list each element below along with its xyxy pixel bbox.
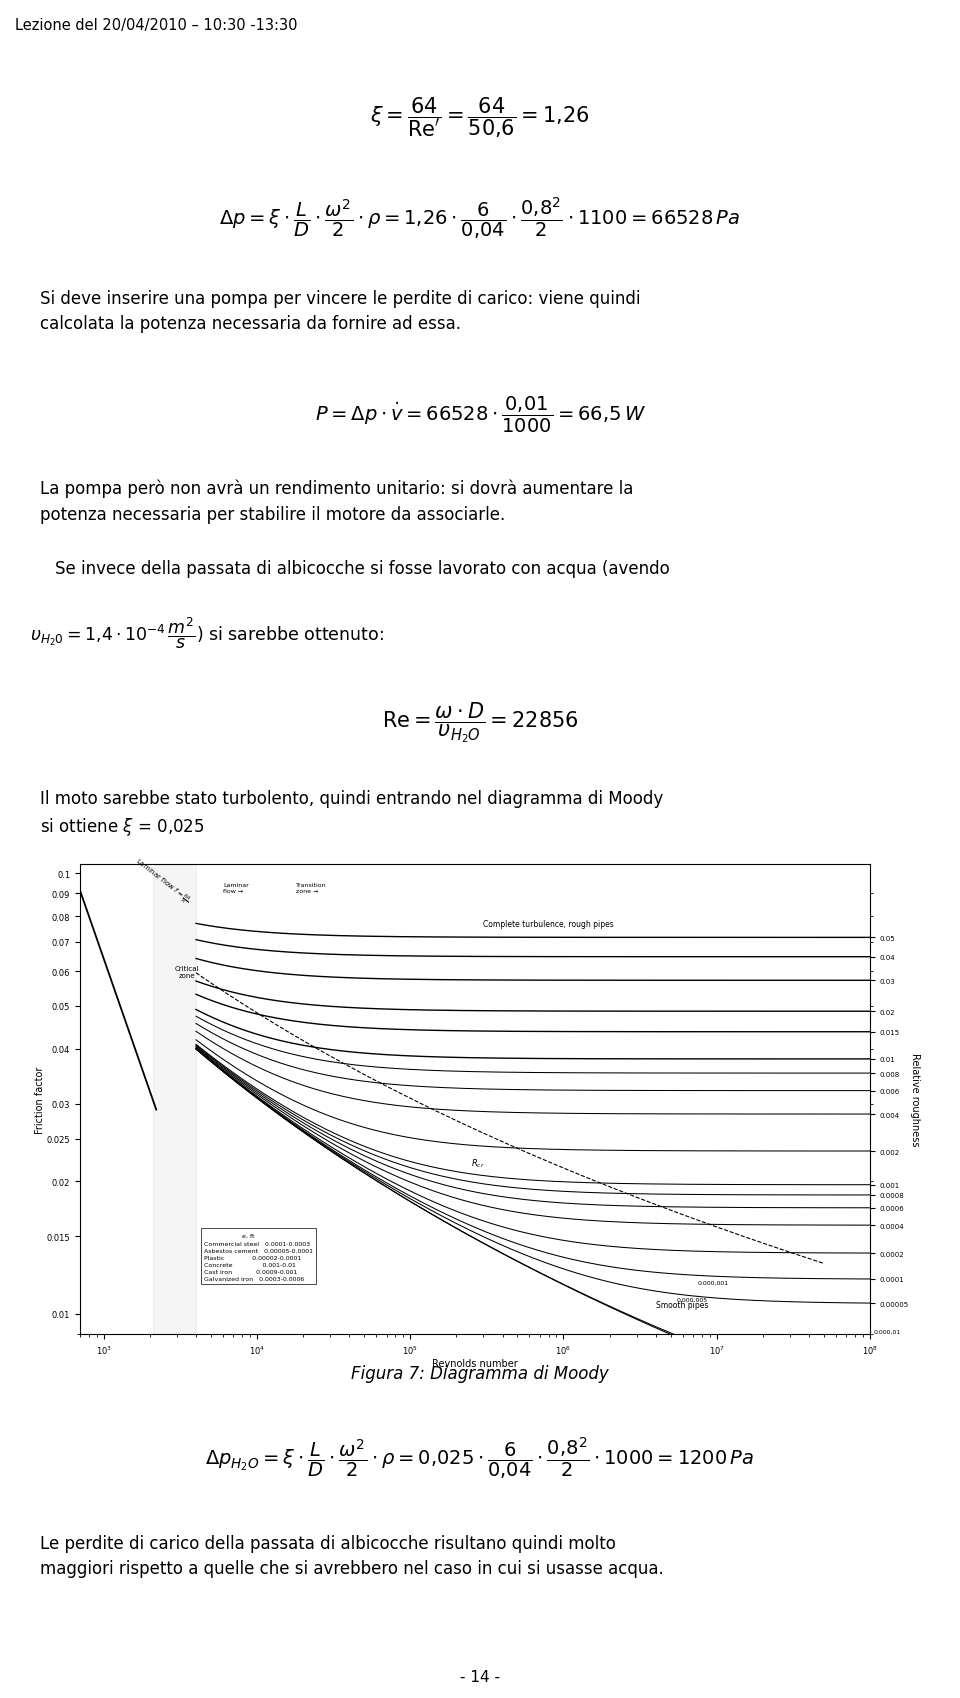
- Text: Figura 7: Diagramma di Moody: Figura 7: Diagramma di Moody: [351, 1363, 609, 1382]
- Text: $\Delta p = \xi \cdot \dfrac{L}{D} \cdot \dfrac{\omega^2}{2} \cdot \rho = 1{,}26: $\Delta p = \xi \cdot \dfrac{L}{D} \cdot…: [219, 195, 741, 241]
- Text: Il moto sarebbe stato turbolento, quindi entrando nel diagramma di Moody
si otti: Il moto sarebbe stato turbolento, quindi…: [40, 790, 663, 837]
- Y-axis label: Friction factor: Friction factor: [36, 1066, 45, 1133]
- Text: 0.000,01: 0.000,01: [874, 1330, 900, 1335]
- Text: - 14 -: - 14 -: [460, 1669, 500, 1684]
- Text: Critical
zone: Critical zone: [175, 964, 200, 978]
- Text: Se invece della passata di albicocche si fosse lavorato con acqua (avendo: Se invece della passata di albicocche si…: [55, 560, 670, 577]
- Text: Le perdite di carico della passata di albicocche risultano quindi molto
maggiori: Le perdite di carico della passata di al…: [40, 1533, 663, 1577]
- Text: $P = \Delta p \cdot \dot{v} = 66528 \cdot \dfrac{0{,}01}{1000} = 66{,}5\,W$: $P = \Delta p \cdot \dot{v} = 66528 \cdo…: [315, 394, 645, 435]
- Text: $R_{cr}$: $R_{cr}$: [471, 1156, 485, 1170]
- Text: Laminar
flow →: Laminar flow →: [223, 883, 249, 893]
- Text: Laminar flow $f=\frac{64}{R}$: Laminar flow $f=\frac{64}{R}$: [131, 856, 192, 908]
- Bar: [153, 864, 196, 1335]
- Text: Complete turbulence, rough pipes: Complete turbulence, rough pipes: [484, 919, 614, 929]
- Text: Lezione del 20/04/2010 – 10:30 -13:30: Lezione del 20/04/2010 – 10:30 -13:30: [15, 19, 298, 32]
- Text: $\mathrm{Re} = \dfrac{\omega \cdot D}{\upsilon_{H_2O}} = 22856$: $\mathrm{Re} = \dfrac{\omega \cdot D}{\u…: [382, 700, 578, 744]
- Y-axis label: Relative roughness: Relative roughness: [910, 1053, 921, 1146]
- Text: $e$, ft
Commercial steel   0.0001-0.0003
Asbestos cement   0.00005-0.0001
Plasti: $e$, ft Commercial steel 0.0001-0.0003 A…: [204, 1233, 313, 1282]
- Text: Smooth pipes: Smooth pipes: [656, 1301, 708, 1309]
- Text: $\upsilon_{H_2 0} = 1{,}4 \cdot 10^{-4}\,\dfrac{m^2}{s}$) si sarebbe ottenuto:: $\upsilon_{H_2 0} = 1{,}4 \cdot 10^{-4}\…: [30, 615, 384, 650]
- Text: $\xi = \dfrac{64}{\mathrm{Re}'} = \dfrac{64}{50{,}6} = 1{,}26$: $\xi = \dfrac{64}{\mathrm{Re}'} = \dfrac…: [371, 95, 589, 139]
- X-axis label: Reynolds number: Reynolds number: [432, 1358, 517, 1367]
- Text: La pompa però non avrà un rendimento unitario: si dovrà aumentare la
potenza nec: La pompa però non avrà un rendimento uni…: [40, 481, 634, 523]
- Text: Transition
zone →: Transition zone →: [296, 883, 326, 893]
- Text: 0.000,001: 0.000,001: [698, 1280, 729, 1285]
- Text: 0.000,005: 0.000,005: [677, 1297, 708, 1302]
- Text: $\Delta p_{H_2O} = \xi \cdot \dfrac{L}{D} \cdot \dfrac{\omega^2}{2} \cdot \rho =: $\Delta p_{H_2O} = \xi \cdot \dfrac{L}{D…: [205, 1435, 755, 1481]
- Text: Si deve inserire una pompa per vincere le perdite di carico: viene quindi
calcol: Si deve inserire una pompa per vincere l…: [40, 290, 640, 333]
